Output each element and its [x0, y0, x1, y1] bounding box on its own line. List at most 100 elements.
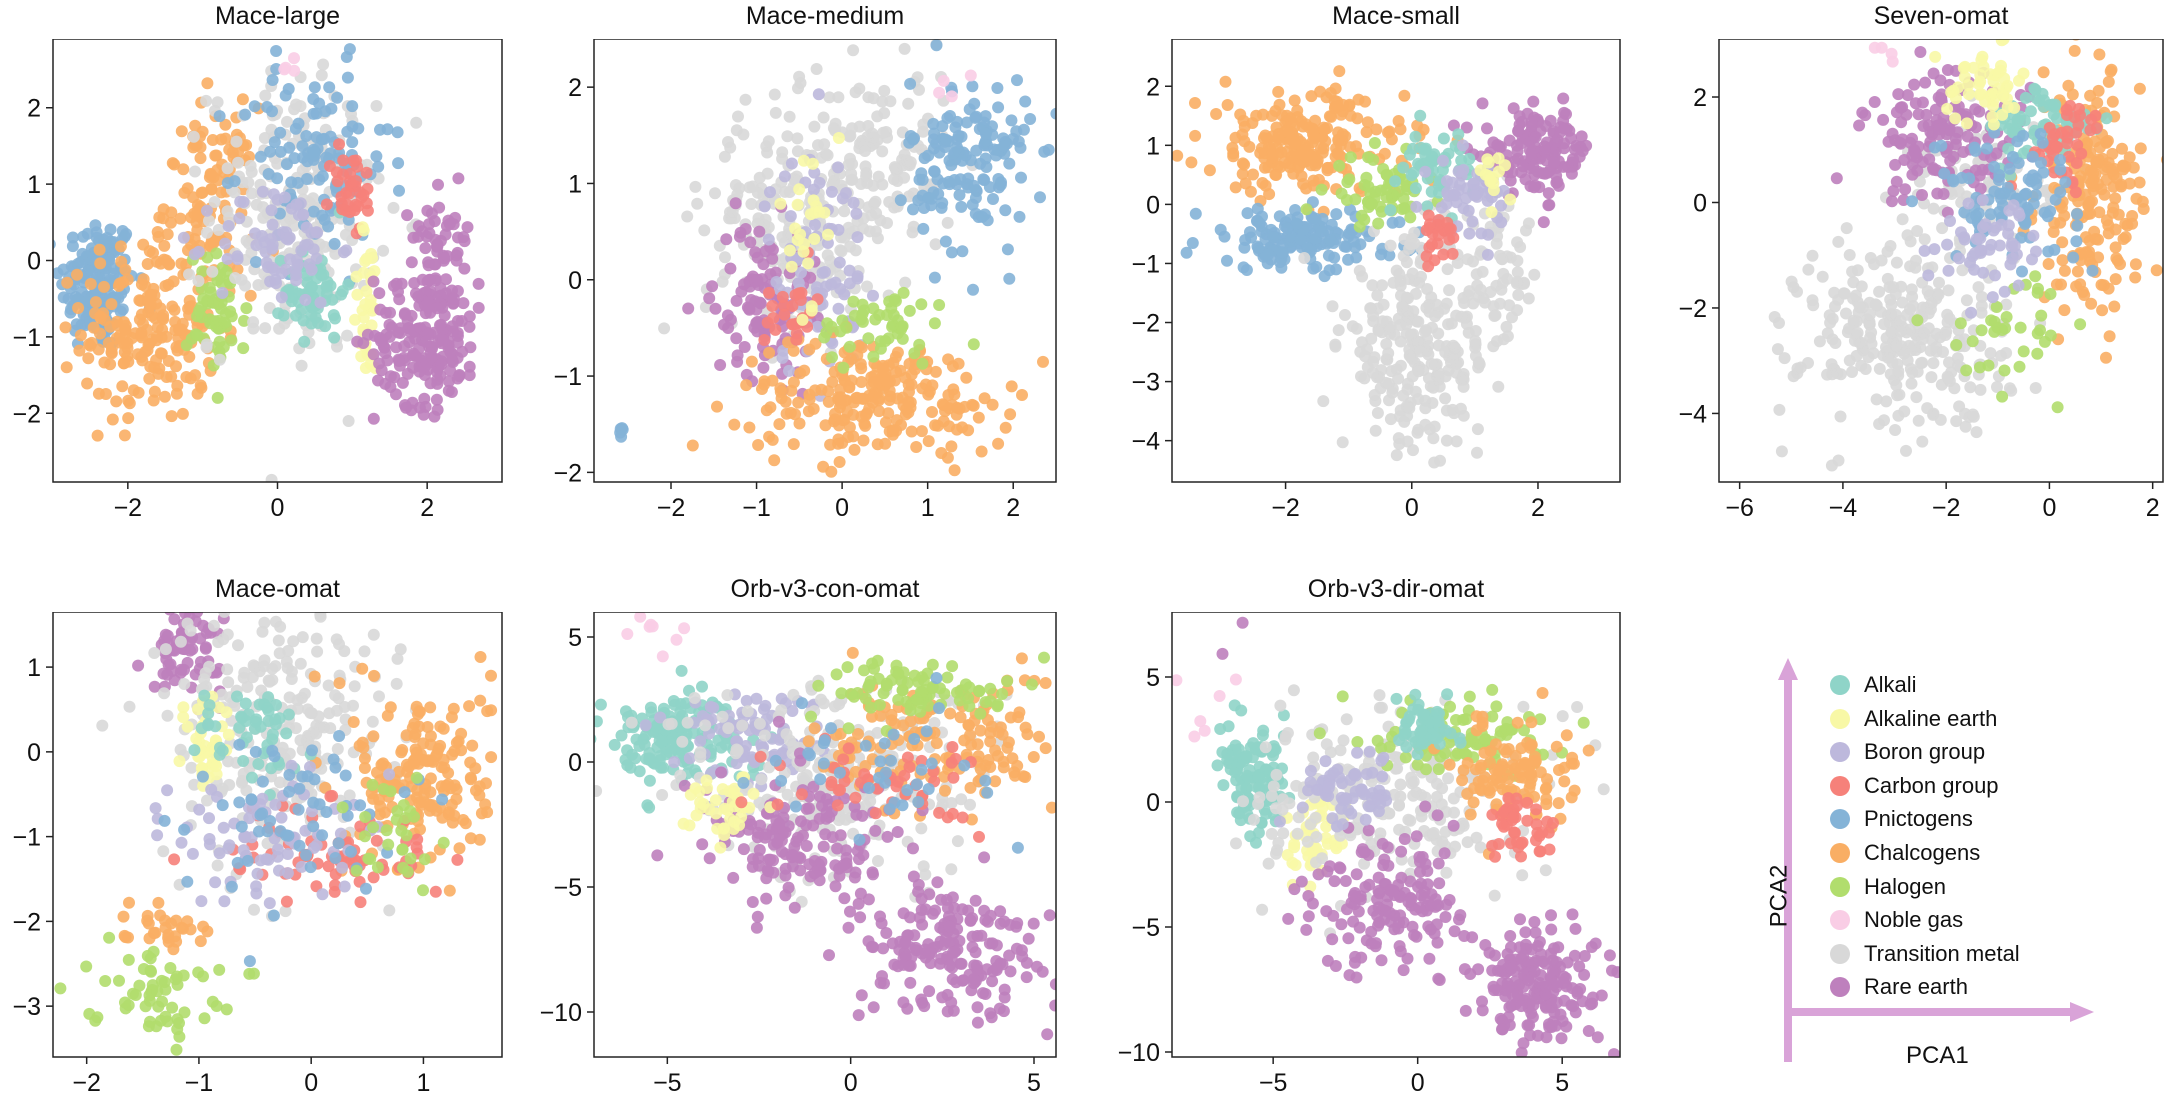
point-transition: [200, 95, 212, 107]
point-halogen: [1988, 326, 2000, 338]
point-pnictogens: [44, 238, 56, 250]
point-rare: [424, 274, 436, 286]
point-pnictogens: [936, 197, 948, 209]
point-transition: [870, 207, 882, 219]
point-transition: [1854, 301, 1866, 313]
points: [54, 612, 497, 1056]
point-pnictogens: [250, 256, 262, 268]
point-halogen: [2052, 401, 2064, 413]
point-rare: [162, 630, 174, 642]
point-rare: [432, 179, 444, 191]
point-transition: [304, 707, 316, 719]
point-pnictogens: [1387, 217, 1399, 229]
point-alkaline: [784, 245, 796, 257]
point-chalcogens: [763, 347, 775, 359]
point-carbon: [767, 312, 779, 324]
point-pnictogens: [1935, 140, 1947, 152]
point-chalcogens: [1272, 86, 1284, 98]
point-alkali: [2030, 84, 2042, 96]
point-transition: [1477, 266, 1489, 278]
point-chalcogens: [122, 395, 134, 407]
point-transition: [248, 904, 260, 916]
point-chalcogens: [119, 429, 131, 441]
y-tick-label: 1: [27, 171, 41, 199]
point-transition: [1913, 415, 1925, 427]
point-transition: [1897, 213, 1909, 225]
point-transition: [246, 166, 258, 178]
point-chalcogens: [152, 226, 164, 238]
point-halogen: [237, 342, 249, 354]
point-chalcogens: [752, 439, 764, 451]
point-transition: [1419, 419, 1431, 431]
point-transition: [341, 330, 353, 342]
point-alkali: [321, 281, 333, 293]
point-transition: [1849, 335, 1861, 347]
point-transition: [1497, 277, 1509, 289]
y-tick-label: −4: [1678, 400, 1707, 428]
point-chalcogens: [775, 386, 787, 398]
point-transition: [1358, 372, 1370, 384]
point-transition: [1934, 482, 1946, 494]
point-halogen: [1349, 193, 1361, 205]
point-alkaline: [807, 158, 819, 170]
point-rare: [1558, 122, 1570, 134]
point-chalcogens: [935, 447, 947, 459]
point-transition: [1369, 395, 1381, 407]
point-boron: [308, 243, 320, 255]
point-transition: [96, 720, 108, 732]
point-boron: [1441, 175, 1453, 187]
point-transition: [208, 620, 220, 632]
point-chalcogens: [803, 344, 815, 356]
point-chalcogens: [1308, 131, 1320, 143]
point-pnictogens: [77, 248, 89, 260]
point-chalcogens: [855, 411, 867, 423]
point-chalcogens: [2107, 96, 2119, 108]
point-alkaline: [1997, 88, 2009, 100]
point-chalcogens: [2069, 45, 2081, 57]
point-boron: [1999, 286, 2011, 298]
point-transition: [1370, 425, 1382, 437]
point-transition: [1397, 390, 1409, 402]
point-pnictogens: [1242, 207, 1254, 219]
point-transition: [1511, 255, 1523, 267]
point-boron: [1953, 252, 1965, 264]
point-chalcogens: [2093, 85, 2105, 97]
point-boron: [1955, 226, 1967, 238]
point-transition: [222, 162, 234, 174]
point-rare: [682, 303, 694, 315]
point-boron: [315, 297, 327, 309]
point-transition: [371, 100, 383, 112]
point-transition: [1488, 310, 1500, 322]
point-pnictogens: [77, 231, 89, 243]
point-chalcogens: [73, 345, 85, 357]
point-chalcogens: [873, 394, 885, 406]
point-alkaline: [1996, 109, 2008, 121]
point-transition: [868, 131, 880, 143]
point-transition: [1902, 354, 1914, 366]
point-chalcogens: [142, 296, 154, 308]
y-tick-label: −2: [553, 459, 582, 487]
point-pnictogens: [67, 232, 79, 244]
point-rare: [1527, 96, 1539, 108]
point-pnictogens: [944, 110, 956, 122]
point-alkaline: [2013, 75, 2025, 87]
point-rare: [373, 358, 385, 370]
point-transition: [1498, 333, 1510, 345]
point-chalcogens: [2070, 280, 2082, 292]
point-chalcogens: [764, 401, 776, 413]
point-transition: [338, 645, 350, 657]
point-pnictogens: [895, 194, 907, 206]
point-rare: [1566, 168, 1578, 180]
point-chalcogens: [1272, 132, 1284, 144]
point-carbon: [2075, 148, 2087, 160]
point-chalcogens: [953, 358, 965, 370]
point-alkali: [1463, 153, 1475, 165]
point-transition: [1841, 222, 1853, 234]
point-transition: [175, 636, 187, 648]
point-pnictogens: [967, 284, 979, 296]
point-carbon: [1426, 239, 1438, 251]
point-halogen: [1301, 203, 1313, 215]
point-boron: [1963, 198, 1975, 210]
point-boron: [1482, 195, 1494, 207]
